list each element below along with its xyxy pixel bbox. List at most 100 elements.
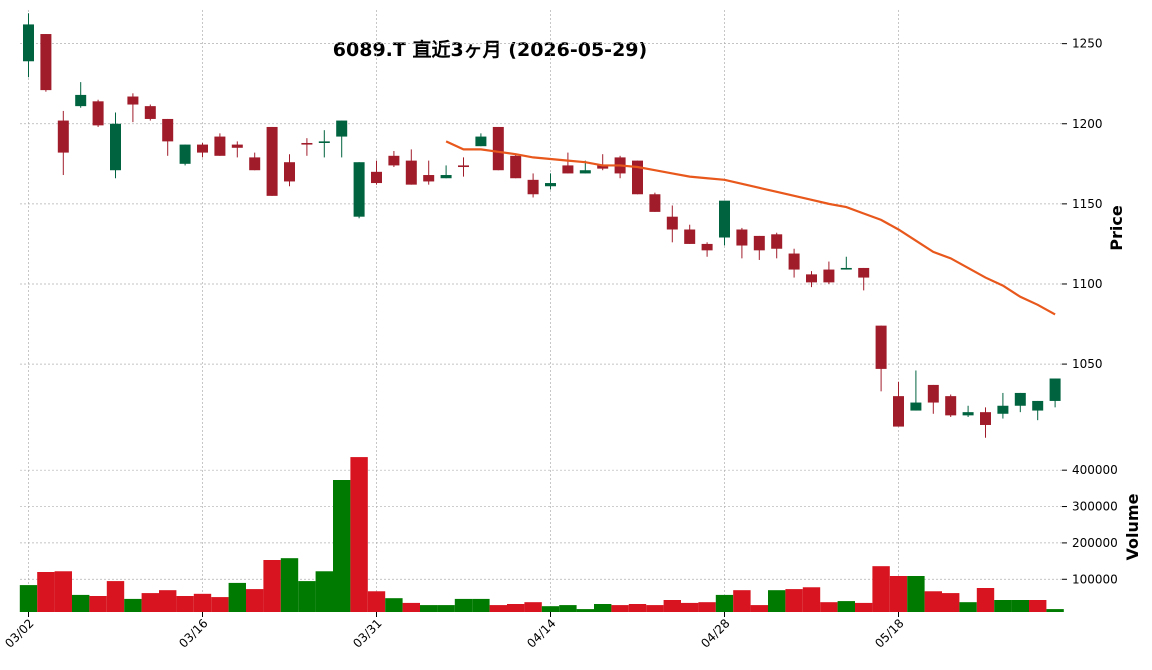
candle-body: [753, 235, 765, 251]
volume-bar: [298, 581, 316, 612]
volume-bar: [89, 596, 107, 612]
y-tick-label: 1200: [1072, 117, 1103, 131]
volume-bar: [193, 593, 212, 612]
candle-body: [579, 170, 591, 174]
candle-body: [458, 165, 469, 168]
candle-body: [771, 234, 783, 249]
volume-bar: [611, 605, 629, 612]
chart-title: 6089.T 直近3ヶ月 (2026-05-29): [333, 38, 647, 61]
volume-bar: [19, 585, 38, 612]
candle-body: [23, 24, 34, 62]
candle-body: [562, 165, 574, 174]
candle-body: [75, 94, 87, 107]
candle-body: [179, 144, 191, 164]
volume-bar: [872, 566, 890, 612]
candle-body: [823, 269, 835, 283]
volume-bar: [820, 602, 838, 612]
candle-body: [1032, 400, 1044, 411]
candle-body: [962, 412, 974, 416]
volume-bar: [924, 591, 942, 612]
candle-body: [788, 253, 800, 270]
candle-body: [475, 136, 487, 147]
y-tick-label: 1250: [1072, 37, 1103, 51]
x-tick-label: 04/14: [524, 616, 558, 650]
volume-bar: [733, 590, 751, 612]
candle-body: [353, 162, 365, 217]
volume-bar: [576, 609, 594, 612]
volume-bar: [1011, 600, 1029, 612]
volume-bar: [663, 600, 681, 612]
volume-bar: [54, 571, 72, 612]
volume-bar: [646, 605, 664, 612]
candle-body: [527, 179, 539, 195]
volume-bar: [1029, 600, 1047, 612]
volume-bar: [715, 594, 734, 612]
volume-bar: [280, 558, 299, 612]
candle-body: [545, 183, 556, 187]
volume-bar: [472, 598, 490, 612]
volume-bar: [994, 600, 1012, 612]
y-tick-label: 1150: [1072, 197, 1103, 211]
volume-bar: [263, 560, 281, 612]
y-tick-label: 400000: [1072, 463, 1118, 477]
candle-body: [266, 126, 278, 196]
volume-bar: [750, 605, 768, 612]
volume-bar: [837, 601, 855, 612]
volume-bar: [211, 597, 229, 612]
volume-bar: [246, 589, 264, 612]
candle-body: [440, 175, 452, 179]
candle-body: [284, 162, 295, 182]
volume-bar: [1046, 609, 1064, 612]
volume-bar: [628, 604, 647, 612]
volume-bar: [559, 605, 577, 612]
volume-bar: [855, 602, 873, 612]
volume-bar: [681, 602, 699, 612]
x-tick-label: 05/18: [872, 616, 906, 650]
candle-body: [92, 101, 104, 126]
candle-body: [875, 325, 887, 369]
candle-body: [57, 120, 69, 153]
volume-bar: [124, 598, 142, 612]
candle-body: [945, 396, 957, 416]
x-tick-label: 03/16: [176, 616, 210, 650]
candle-body: [893, 396, 904, 427]
volume-bar: [976, 588, 995, 612]
volume-bar: [454, 598, 473, 612]
y-tick-label: 200000: [1072, 536, 1118, 550]
y-tick-label: 1050: [1072, 357, 1103, 371]
volume-bar: [524, 602, 542, 612]
candle-body: [144, 106, 156, 119]
volume-bar: [507, 604, 525, 612]
x-tick-label: 03/02: [2, 616, 36, 650]
candle-body: [910, 402, 922, 411]
volume-bar: [802, 587, 821, 612]
candle-body: [197, 144, 208, 153]
volume-bar: [768, 590, 786, 612]
x-tick-label: 03/31: [350, 616, 384, 650]
volume-bar: [698, 602, 716, 612]
candle-body: [736, 229, 748, 246]
y-tick-label: 300000: [1072, 500, 1118, 514]
volume-bar: [437, 605, 455, 612]
volume-bar: [489, 605, 507, 612]
x-tick-label: 04/28: [698, 616, 732, 650]
candle-body: [388, 155, 400, 166]
candle-body: [701, 243, 713, 251]
candle-body: [666, 216, 678, 230]
candle-body: [162, 118, 174, 142]
volume-bar: [785, 589, 803, 612]
volume-bar: [106, 581, 125, 612]
volume-bar: [907, 576, 925, 612]
volume-bar: [141, 593, 159, 612]
volume-bar: [959, 602, 977, 612]
candle-body: [249, 157, 261, 171]
volume-bar: [402, 602, 420, 612]
candle-body: [649, 194, 661, 212]
candle-body: [927, 384, 939, 403]
candle-body: [423, 175, 435, 182]
candle-body: [1049, 378, 1061, 401]
candle-body: [127, 96, 139, 105]
volume-bar: [541, 606, 560, 612]
volume-bar: [889, 576, 908, 612]
volume-bar: [594, 604, 612, 612]
